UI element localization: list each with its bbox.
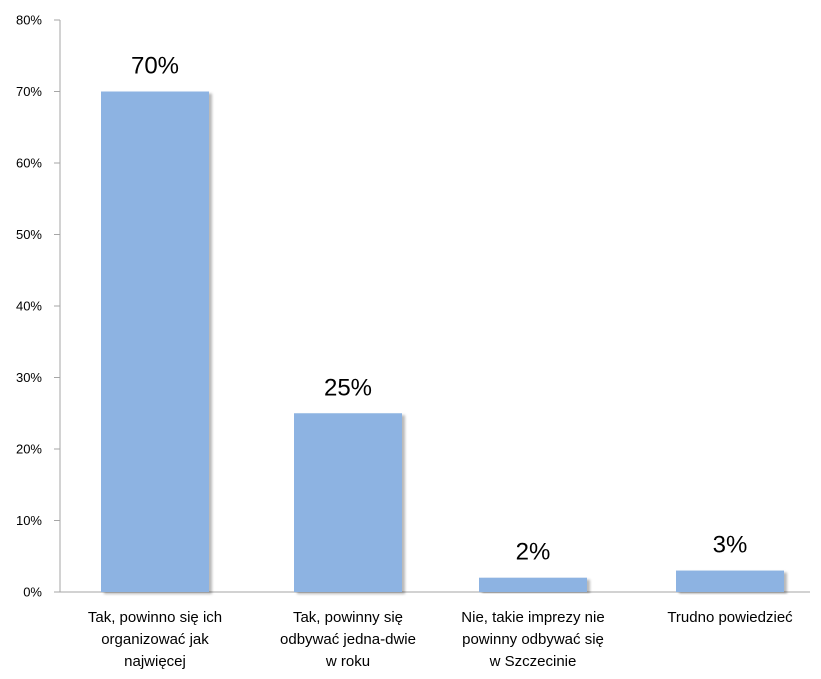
y-tick-label: 20% [16, 442, 42, 457]
x-category-label-line: Tak, powinny się [293, 609, 403, 626]
x-category-label-line: w roku [325, 653, 370, 670]
bar [479, 577, 587, 592]
data-label: 25% [324, 374, 372, 401]
y-tick-label: 70% [16, 84, 42, 99]
x-category-label-line: Tak, powinno się ich [88, 609, 222, 626]
x-category-label: Tak, powinno się ich organizować jak najwi… [88, 609, 222, 670]
x-category-label-line: w Szczecinie [489, 653, 577, 670]
y-tick-label: 30% [16, 370, 42, 385]
x-category-label-line: Nie, takie imprezy nie [461, 609, 604, 626]
x-category-label-line: odbywać jedna-dwie [280, 631, 416, 648]
data-label: 2% [516, 539, 551, 566]
data-label: 3% [713, 532, 748, 559]
x-category-label-line: organizować jak [101, 631, 209, 648]
bar [676, 570, 784, 592]
x-category-label: Nie, takie imprezy nie powinny odbywać si… [461, 609, 604, 670]
y-tick-label: 60% [16, 156, 42, 171]
y-tick-label: 80% [16, 13, 42, 28]
x-category-label: Tak, powinny się odbywać jedna-dwie w roku [280, 609, 416, 670]
bar [294, 413, 402, 592]
y-tick-label: 40% [16, 299, 42, 314]
x-category-label-line: najwięcej [124, 653, 186, 670]
y-tick-label: 50% [16, 227, 42, 242]
bar [101, 91, 209, 592]
y-tick-label: 10% [16, 513, 42, 528]
x-category-label-line: Trudno powiedzieć [667, 609, 793, 626]
y-tick-label: 0% [23, 585, 42, 600]
data-label: 70% [131, 53, 179, 80]
x-category-label: Trudno powiedzieć [667, 609, 793, 626]
x-category-label-line: powinny odbywać się [462, 631, 604, 648]
